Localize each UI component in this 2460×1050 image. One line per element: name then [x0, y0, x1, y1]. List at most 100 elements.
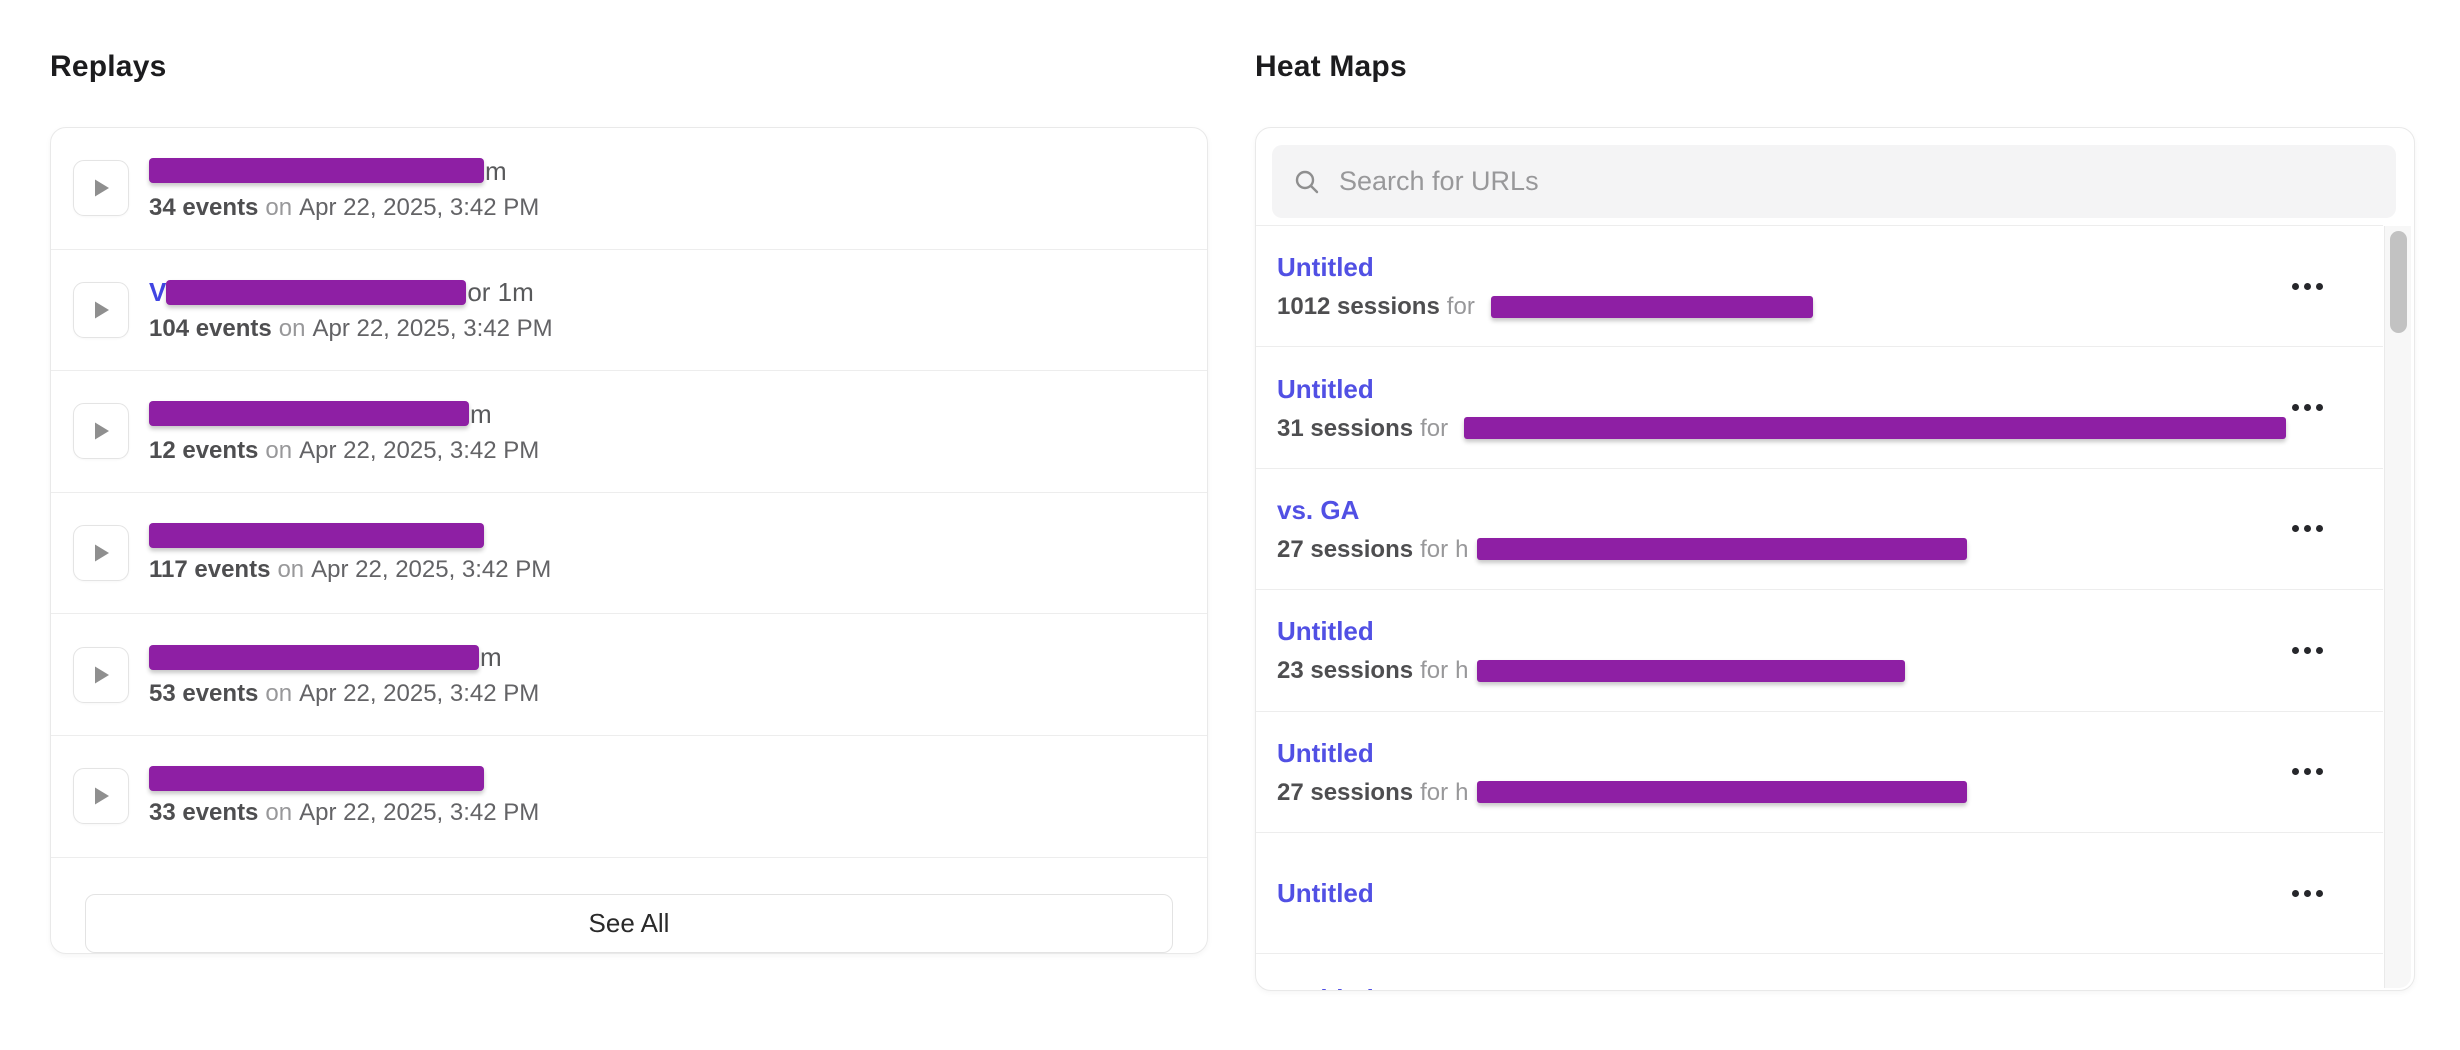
search-bar	[1272, 145, 2396, 218]
meta-connector: for	[1420, 535, 1449, 563]
heatmap-meta: 23 sessions for h	[1277, 657, 2288, 684]
replay-name-fragment: or 1m	[467, 277, 534, 308]
redaction-bar	[149, 644, 479, 670]
heatmap-title-link[interactable]: Untitled	[1277, 878, 1374, 909]
heatmaps-title: Heat Maps	[1255, 50, 1407, 83]
heatmap-row: vs. GA 27 sessions for h	[1256, 469, 2383, 591]
play-button[interactable]	[73, 646, 129, 703]
heatmap-title-link[interactable]: Untitled	[1277, 616, 1374, 647]
redaction-bar	[166, 279, 467, 305]
session-count: 1012 sessions	[1277, 293, 1440, 321]
more-menu-button[interactable]	[2288, 394, 2327, 421]
play-button[interactable]	[73, 160, 129, 217]
heatmap-row: Untitled 27 sessions for h	[1256, 712, 2383, 833]
replay-row: m 12 events on Apr 22, 2025, 3:42 PM	[51, 371, 1207, 493]
more-menu-button[interactable]	[2288, 637, 2327, 664]
heatmap-row: Untitled 23 sessions for h	[1256, 590, 2383, 712]
redaction-bar	[149, 401, 469, 427]
event-count: 104 events	[149, 315, 272, 343]
more-menu-button[interactable]	[2288, 880, 2327, 907]
replay-name-link[interactable]: m	[149, 642, 1187, 672]
replay-meta: 34 events on Apr 22, 2025, 3:42 PM	[149, 194, 1187, 221]
play-icon	[95, 301, 109, 319]
heatmap-list: Untitled 1012 sessions for U	[1256, 225, 2383, 990]
scrollbar-thumb[interactable]	[2390, 231, 2407, 333]
play-icon	[95, 179, 109, 197]
replay-name-fragment: m	[485, 155, 507, 186]
event-count: 12 events	[149, 436, 259, 464]
meta-connector: on	[265, 193, 293, 221]
replay-timestamp: Apr 22, 2025, 3:42 PM	[299, 436, 540, 464]
meta-connector: on	[265, 436, 293, 464]
replay-name-link[interactable]: m	[149, 399, 1187, 429]
replay-meta: 33 events on Apr 22, 2025, 3:42 PM	[149, 799, 1187, 826]
meta-connector: for	[1446, 293, 1475, 321]
heatmap-title-link[interactable]: Untitled	[1277, 984, 1374, 990]
ellipsis-icon	[2292, 889, 2299, 897]
play-button[interactable]	[73, 281, 129, 338]
replay-timestamp: Apr 22, 2025, 3:42 PM	[312, 315, 553, 343]
replay-row: 33 events on Apr 22, 2025, 3:42 PM	[51, 736, 1207, 858]
replay-name-link[interactable]	[149, 523, 1187, 549]
replay-meta: 53 events on Apr 22, 2025, 3:42 PM	[149, 680, 1187, 707]
redaction-bar	[149, 766, 484, 792]
replay-timestamp: Apr 22, 2025, 3:42 PM	[299, 799, 540, 827]
event-count: 53 events	[149, 680, 259, 708]
play-button[interactable]	[73, 768, 129, 825]
more-menu-button[interactable]	[2288, 758, 2327, 785]
search-input[interactable]	[1339, 166, 2375, 197]
replay-name-link[interactable]: V or 1m	[149, 277, 1187, 307]
play-icon	[95, 666, 109, 684]
meta-connector: for	[1420, 414, 1449, 442]
replay-meta: 117 events on Apr 22, 2025, 3:42 PM	[149, 556, 1187, 583]
ellipsis-icon	[2292, 525, 2299, 533]
play-button[interactable]	[73, 403, 129, 460]
replay-row: V or 1m 104 events on Apr 22, 2025, 3:42…	[51, 250, 1207, 372]
redaction-bar	[1464, 417, 2287, 440]
scrollbar-track[interactable]	[2384, 226, 2411, 988]
meta-connector: on	[265, 799, 293, 827]
see-all-button[interactable]: See All	[85, 893, 1173, 953]
replays-panel: Replays m 34 events on Apr 22, 2025, 3:4…	[50, 51, 1208, 954]
heatmap-title-link[interactable]: Untitled	[1277, 373, 1374, 404]
replay-meta: 12 events on Apr 22, 2025, 3:42 PM	[149, 437, 1187, 464]
heatmap-meta: 1012 sessions for	[1277, 293, 2288, 320]
heatmap-meta: 31 sessions for	[1277, 415, 2288, 442]
url-fragment: h	[1455, 778, 1469, 806]
replay-row: m 53 events on Apr 22, 2025, 3:42 PM	[51, 614, 1207, 736]
url-fragment: h	[1455, 657, 1469, 685]
replay-name-link[interactable]	[149, 766, 1187, 792]
redaction-bar	[149, 523, 484, 549]
search-icon	[1293, 168, 1321, 196]
replay-name-fragment: m	[470, 398, 492, 429]
replay-name-link[interactable]: m	[149, 156, 1187, 186]
heatmap-meta: 27 sessions for h	[1277, 779, 2288, 806]
redaction-bar	[1477, 538, 1968, 561]
redaction-bar	[149, 158, 484, 184]
redaction-bar	[1477, 659, 1906, 682]
more-menu-button[interactable]	[2288, 273, 2327, 300]
heatmaps-panel: Heat Maps Untitled	[1255, 51, 2415, 991]
meta-connector: for	[1420, 657, 1449, 685]
session-count: 27 sessions	[1277, 778, 1414, 806]
play-icon	[95, 787, 109, 805]
heatmap-title-link[interactable]: Untitled	[1277, 252, 1374, 283]
replays-card: m 34 events on Apr 22, 2025, 3:42 PM V	[50, 127, 1208, 954]
heatmap-row: Untitled 31 sessions for	[1256, 347, 2383, 469]
see-all-area: See All	[51, 858, 1207, 953]
meta-connector: for	[1420, 778, 1449, 806]
more-menu-button[interactable]	[2288, 515, 2327, 542]
replay-name-fragment: m	[480, 642, 502, 673]
replay-timestamp: Apr 22, 2025, 3:42 PM	[311, 556, 552, 584]
replay-timestamp: Apr 22, 2025, 3:42 PM	[299, 193, 540, 221]
heatmap-title-link[interactable]: vs. GA	[1277, 494, 1360, 525]
replay-timestamp: Apr 22, 2025, 3:42 PM	[299, 680, 540, 708]
play-button[interactable]	[73, 525, 129, 582]
replays-title: Replays	[50, 50, 167, 83]
heatmap-row: Untitled	[1256, 833, 2383, 955]
ellipsis-icon	[2292, 282, 2299, 290]
session-count: 27 sessions	[1277, 535, 1414, 563]
replay-name-fragment: V	[149, 277, 167, 308]
heatmap-title-link[interactable]: Untitled	[1277, 737, 1374, 768]
session-count: 31 sessions	[1277, 414, 1414, 442]
